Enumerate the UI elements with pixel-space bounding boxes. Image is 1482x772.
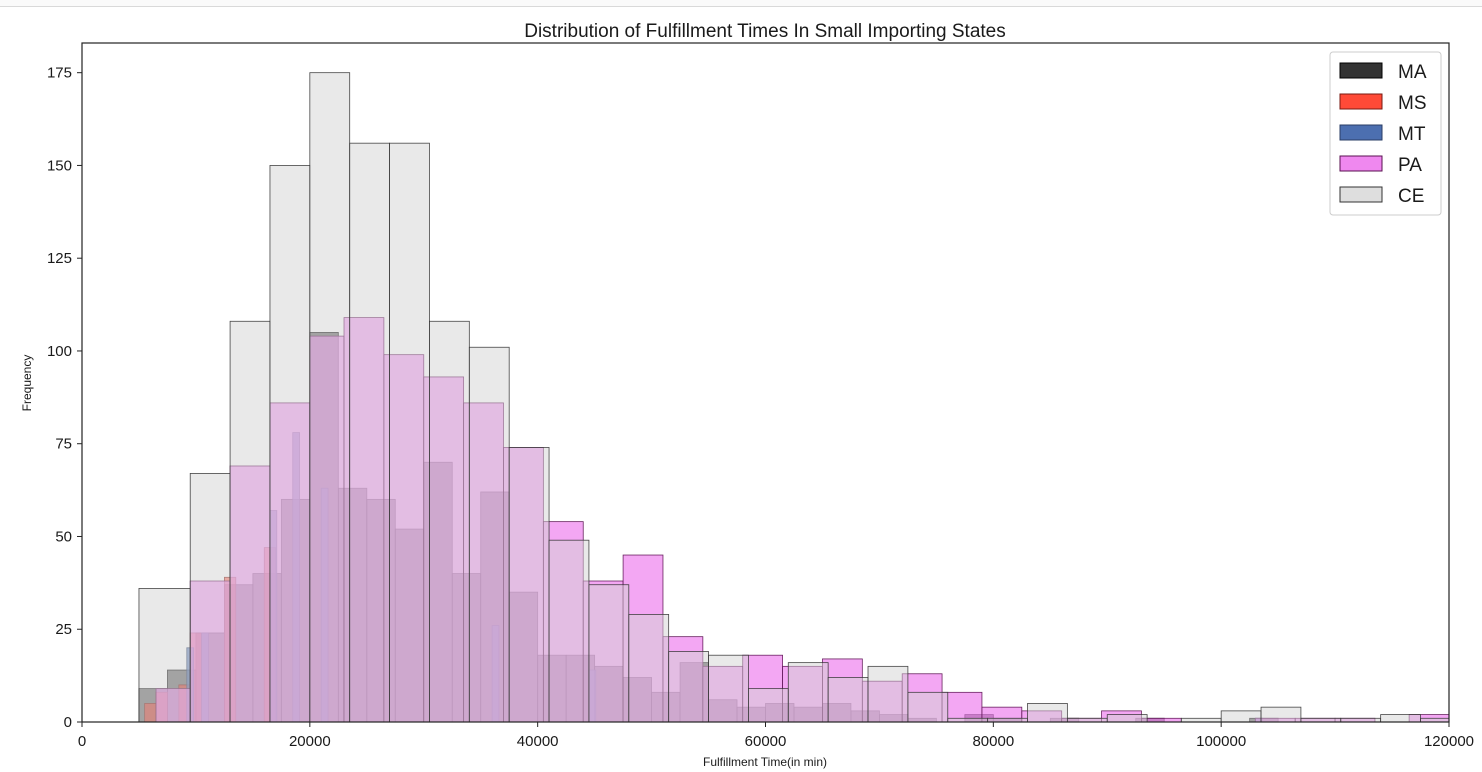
x-tick-label-4: 80000 [972, 733, 1014, 750]
bar-ce-16 [787, 662, 829, 723]
x-tick-label-3: 60000 [745, 733, 787, 750]
y-tick-label-4: 100 [47, 343, 72, 360]
x-tick-label-5: 100000 [1196, 733, 1246, 750]
y-tick-label-2: 50 [55, 528, 72, 545]
bar-ce-2 [229, 320, 271, 723]
legend-swatch-ms [1339, 93, 1383, 110]
bar-ce-18 [867, 665, 909, 723]
bar-ce-19 [907, 691, 949, 723]
bar-ce-10 [548, 539, 590, 723]
legend-swatch-ce [1339, 186, 1383, 203]
bar-pa-20 [941, 691, 983, 723]
bar-ce-14 [708, 654, 749, 723]
bar-ce-17 [827, 677, 869, 723]
legend-label-ce: CE [1398, 186, 1424, 207]
x-tick-label-1: 20000 [289, 733, 331, 750]
x-axis-ticks: 0 20000 40000 60000 80000 100000 120000 [78, 722, 1474, 750]
bar-ce-22 [1027, 703, 1068, 723]
y-axis-label: Frequency [20, 355, 34, 412]
bar-ce-30 [1380, 714, 1421, 723]
notebook-cell-border [0, 0, 1482, 7]
bar-ce-0 [138, 588, 191, 723]
bar-ce-8 [468, 346, 510, 723]
x-tick-label-2: 40000 [517, 733, 559, 750]
legend-label-mt: MT [1398, 124, 1426, 145]
bar-ce-12 [628, 614, 670, 723]
bar-ce-1 [189, 472, 231, 723]
x-tick-label-6: 120000 [1424, 733, 1474, 750]
legend: MA MS MT PA CE [1329, 51, 1442, 216]
bar-ce-6 [389, 142, 430, 723]
bar-ce-15 [748, 688, 789, 723]
legend-swatch-ma [1339, 62, 1383, 79]
bar-ce-9 [508, 447, 550, 723]
y-tick-label-3: 75 [55, 436, 72, 453]
bar-ce-27 [1260, 706, 1302, 723]
bar-ce-13 [668, 651, 709, 723]
legend-label-ma: MA [1398, 62, 1427, 83]
y-axis-ticks: 0 25 50 75 100 125 150 175 [47, 65, 82, 731]
legend-swatch-pa [1339, 155, 1383, 172]
bar-ce-4 [309, 72, 351, 723]
y-tick-label-0: 0 [64, 714, 72, 731]
legend-box [1329, 51, 1442, 216]
bar-ce-26 [1220, 710, 1262, 723]
y-tick-label-7: 175 [47, 65, 72, 82]
x-tick-label-0: 0 [78, 733, 86, 750]
legend-label-ms: MS [1398, 93, 1427, 114]
chart-title: Distribution of Fulfillment Times In Sma… [524, 21, 1006, 42]
legend-swatch-mt [1339, 124, 1383, 141]
legend-label-pa: PA [1398, 155, 1422, 176]
y-tick-label-6: 150 [47, 157, 72, 174]
y-tick-label-1: 25 [55, 621, 72, 638]
x-axis-label: Fulfillment Time(in min) [703, 755, 827, 769]
bar-ce-5 [349, 142, 390, 723]
bars-layer [138, 72, 1450, 723]
bar-ce-24 [1106, 714, 1148, 723]
bar-ce-3 [269, 165, 311, 723]
series-ce [138, 72, 1450, 723]
bar-ce-7 [429, 320, 470, 723]
y-tick-label-5: 125 [47, 250, 72, 267]
bar-ce-11 [588, 584, 630, 723]
